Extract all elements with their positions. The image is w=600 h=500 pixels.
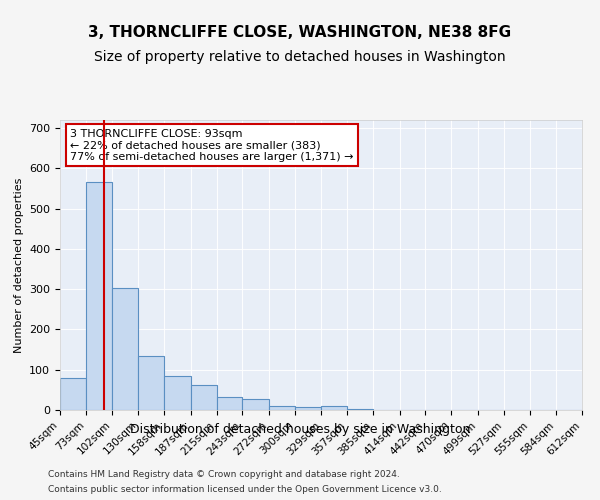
Text: Contains HM Land Registry data © Crown copyright and database right 2024.: Contains HM Land Registry data © Crown c… — [48, 470, 400, 479]
Text: Contains public sector information licensed under the Open Government Licence v3: Contains public sector information licen… — [48, 485, 442, 494]
Text: 3 THORNCLIFFE CLOSE: 93sqm
← 22% of detached houses are smaller (383)
77% of sem: 3 THORNCLIFFE CLOSE: 93sqm ← 22% of deta… — [70, 128, 354, 162]
Bar — [217, 397, 242, 410]
Bar — [86, 182, 112, 410]
Bar — [322, 406, 347, 410]
Text: Size of property relative to detached houses in Washington: Size of property relative to detached ho… — [94, 50, 506, 64]
Text: 3, THORNCLIFFE CLOSE, WASHINGTON, NE38 8FG: 3, THORNCLIFFE CLOSE, WASHINGTON, NE38 8… — [88, 25, 512, 40]
Bar — [347, 409, 373, 410]
Bar — [269, 406, 295, 410]
Y-axis label: Number of detached properties: Number of detached properties — [14, 178, 23, 352]
Bar — [112, 288, 138, 410]
Bar — [164, 376, 191, 410]
Bar — [138, 356, 164, 410]
Bar — [295, 407, 322, 410]
Bar — [242, 399, 269, 410]
Bar — [60, 378, 86, 410]
Text: Distribution of detached houses by size in Washington: Distribution of detached houses by size … — [130, 422, 470, 436]
Bar — [191, 385, 217, 410]
